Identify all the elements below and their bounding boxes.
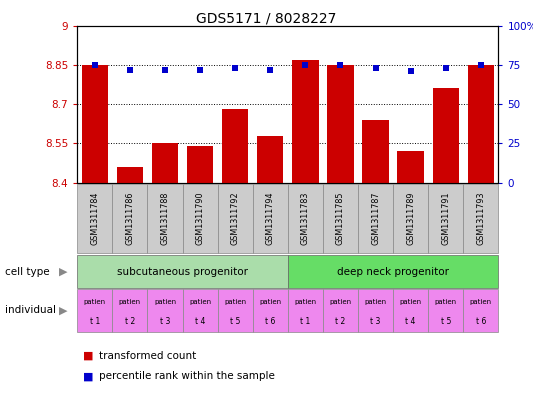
Text: GSM1311788: GSM1311788 <box>160 192 169 245</box>
Point <box>336 62 345 68</box>
Text: t 4: t 4 <box>195 317 205 326</box>
Point <box>477 62 485 68</box>
Bar <box>463 184 498 253</box>
Text: GSM1311784: GSM1311784 <box>90 192 99 245</box>
Text: deep neck progenitor: deep neck progenitor <box>337 266 449 277</box>
Bar <box>112 184 148 253</box>
Bar <box>182 289 217 332</box>
Bar <box>112 289 148 332</box>
Text: t 2: t 2 <box>335 317 345 326</box>
Bar <box>152 143 178 183</box>
Text: GSM1311791: GSM1311791 <box>441 192 450 245</box>
Text: patien: patien <box>224 299 246 305</box>
Text: GSM1311786: GSM1311786 <box>125 192 134 245</box>
Text: patien: patien <box>259 299 281 305</box>
Text: patien: patien <box>329 299 352 305</box>
Text: patien: patien <box>154 299 176 305</box>
Text: GSM1311793: GSM1311793 <box>477 192 486 245</box>
Bar <box>428 184 463 253</box>
Text: GSM1311789: GSM1311789 <box>406 192 415 245</box>
Bar <box>428 289 463 332</box>
Text: t 5: t 5 <box>441 317 451 326</box>
Text: patien: patien <box>400 299 422 305</box>
Point <box>161 66 169 73</box>
Bar <box>358 184 393 253</box>
Bar <box>393 184 428 253</box>
Bar <box>323 184 358 253</box>
Bar <box>323 289 358 332</box>
Text: transformed count: transformed count <box>99 351 196 361</box>
Text: t 1: t 1 <box>300 317 311 326</box>
Bar <box>288 184 323 253</box>
Point <box>196 66 204 73</box>
Text: ■: ■ <box>83 351 93 361</box>
Point <box>91 62 99 68</box>
Text: t 3: t 3 <box>370 317 381 326</box>
Text: ▶: ▶ <box>59 266 67 277</box>
Text: percentile rank within the sample: percentile rank within the sample <box>99 371 274 382</box>
Point <box>372 65 380 71</box>
Text: patien: patien <box>365 299 386 305</box>
Text: t 2: t 2 <box>125 317 135 326</box>
Bar <box>253 184 288 253</box>
Point <box>441 65 450 71</box>
Text: t 1: t 1 <box>90 317 100 326</box>
Bar <box>148 289 182 332</box>
Bar <box>463 289 498 332</box>
Bar <box>292 60 319 183</box>
Text: t 5: t 5 <box>230 317 240 326</box>
Bar <box>77 184 112 253</box>
Text: ■: ■ <box>83 371 93 382</box>
Text: patien: patien <box>119 299 141 305</box>
Bar <box>77 289 112 332</box>
Bar <box>182 184 217 253</box>
Bar <box>117 167 143 183</box>
Text: GSM1311794: GSM1311794 <box>266 192 275 245</box>
Text: GSM1311787: GSM1311787 <box>371 192 380 245</box>
Bar <box>253 289 288 332</box>
Text: t 6: t 6 <box>475 317 486 326</box>
Text: t 4: t 4 <box>406 317 416 326</box>
Bar <box>82 65 108 183</box>
Bar <box>257 136 284 183</box>
Bar <box>362 120 389 183</box>
Text: ▶: ▶ <box>59 305 67 316</box>
Text: GSM1311790: GSM1311790 <box>196 192 205 245</box>
Text: GSM1311783: GSM1311783 <box>301 192 310 245</box>
Text: patien: patien <box>84 299 106 305</box>
Point <box>231 65 239 71</box>
Point <box>406 68 415 74</box>
Text: individual: individual <box>5 305 56 316</box>
Text: t 3: t 3 <box>160 317 170 326</box>
Bar <box>327 65 353 183</box>
Text: patien: patien <box>294 299 317 305</box>
Text: patien: patien <box>470 299 492 305</box>
Text: GDS5171 / 8028227: GDS5171 / 8028227 <box>196 12 337 26</box>
Text: cell type: cell type <box>5 266 50 277</box>
Text: patien: patien <box>189 299 211 305</box>
Text: t 6: t 6 <box>265 317 276 326</box>
Text: GSM1311785: GSM1311785 <box>336 192 345 245</box>
Bar <box>398 151 424 183</box>
Bar <box>358 289 393 332</box>
Bar <box>77 255 288 288</box>
Bar <box>288 289 323 332</box>
Bar <box>148 184 182 253</box>
Bar <box>393 289 428 332</box>
Text: subcutaneous progenitor: subcutaneous progenitor <box>117 266 248 277</box>
Bar <box>187 146 213 183</box>
Point <box>301 62 310 68</box>
Text: patien: patien <box>434 299 457 305</box>
Bar <box>217 289 253 332</box>
Bar <box>433 88 459 183</box>
Text: GSM1311792: GSM1311792 <box>231 192 240 245</box>
Point <box>266 66 274 73</box>
Point <box>126 66 134 73</box>
Bar <box>467 65 494 183</box>
Bar <box>288 255 498 288</box>
Bar <box>222 109 248 183</box>
Bar <box>217 184 253 253</box>
